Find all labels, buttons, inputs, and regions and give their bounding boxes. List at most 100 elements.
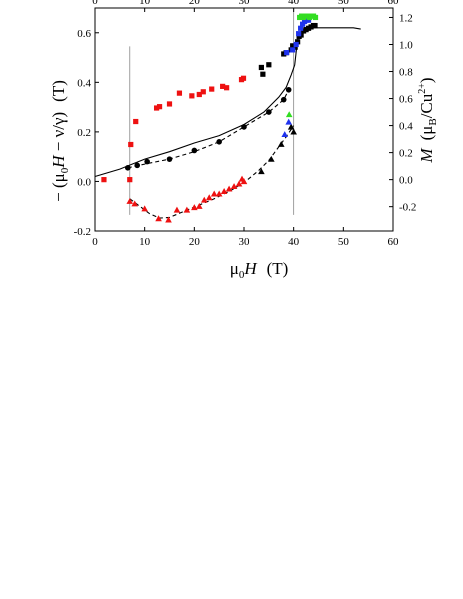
x-axis-label-unit: (T) <box>267 259 289 278</box>
top-tick-label: 10 <box>139 0 151 7</box>
solid-magnetization-line <box>94 27 361 178</box>
square-marker <box>200 89 206 95</box>
x-tick-label: 30 <box>239 236 251 248</box>
circle-marker <box>280 96 287 103</box>
square-marker <box>220 83 226 89</box>
square-marker <box>133 118 139 125</box>
right-y-axis-label-open: (μ <box>417 126 436 141</box>
triangle-marker <box>235 180 243 187</box>
right-y-axis-label-sup: 2+ <box>417 83 428 94</box>
circle-marker <box>191 147 198 154</box>
triangle-marker <box>290 128 297 135</box>
x-tick-label: 40 <box>288 236 300 248</box>
square-marker <box>298 25 304 31</box>
y-tick-label: 0.0 <box>77 176 91 188</box>
square-marker <box>156 104 163 110</box>
triangle-marker <box>215 190 223 197</box>
square-marker <box>258 64 264 71</box>
circle-marker <box>285 86 292 93</box>
x-axis-label-mu: μ <box>230 259 239 278</box>
y-tick-label: -0.2 <box>74 226 91 238</box>
right-y-axis-label-cu: /Cu <box>417 93 436 118</box>
triangle-marker <box>173 206 181 213</box>
square-marker <box>196 91 202 98</box>
triangle-marker <box>141 205 148 212</box>
left-y-axis-label-h: H <box>49 154 68 169</box>
triangle-marker <box>281 131 289 138</box>
square-marker <box>101 177 107 183</box>
square-marker <box>312 22 318 29</box>
x-tick-label: 50 <box>338 236 350 248</box>
top-tick-label: 60 <box>388 0 400 7</box>
top-tick-label: 20 <box>189 0 201 7</box>
y2-tick-label: 0.2 <box>399 148 413 160</box>
circle-marker <box>216 139 222 145</box>
triangle-marker <box>183 206 191 213</box>
x-tick-label: 0 <box>92 236 98 248</box>
square-marker <box>292 44 298 50</box>
series-lines-layer <box>94 8 361 219</box>
circle-marker <box>266 109 272 115</box>
triangle-marker <box>210 190 218 197</box>
y2-tick-label: 0.8 <box>399 67 413 79</box>
dashed-fit-line <box>129 125 295 219</box>
triangle-marker <box>277 140 285 147</box>
square-marker <box>296 31 302 37</box>
square-marker <box>295 39 301 45</box>
triangle-marker <box>196 202 203 209</box>
square-marker <box>128 141 134 148</box>
y2-tick-label: 0.0 <box>399 175 413 187</box>
square-marker <box>260 71 266 77</box>
left-y-axis-label: − (μ0H − ν/γ) (T) <box>49 80 71 202</box>
square-marker <box>266 62 272 68</box>
triangle-marker <box>225 185 233 192</box>
square-marker <box>305 17 312 23</box>
triangle-marker <box>240 178 248 185</box>
triangle-marker <box>205 194 213 201</box>
triangle-marker <box>165 216 172 223</box>
triangle-marker <box>126 197 134 204</box>
left-y-axis-label-a: − (μ <box>49 173 68 202</box>
triangle-marker <box>285 111 293 118</box>
triangle-marker <box>200 196 208 203</box>
x-axis-label-sub: 0 <box>239 269 245 281</box>
x-tick-label: 60 <box>388 236 400 248</box>
y2-tick-label: 0.6 <box>399 94 413 106</box>
square-marker <box>209 86 215 92</box>
circle-marker <box>124 165 131 171</box>
square-marker <box>176 90 183 96</box>
right-y-axis-label: M (μB/Cu2+) <box>417 77 439 163</box>
y-tick-label: 0.6 <box>77 28 91 40</box>
right-y-axis-label-m: M <box>417 148 436 164</box>
x-tick-label: 20 <box>189 236 201 248</box>
y-tick-label: 0.4 <box>77 77 91 89</box>
plot-frame <box>94 7 394 232</box>
square-marker <box>189 93 195 99</box>
square-marker <box>127 177 133 183</box>
x-tick-label: 10 <box>139 236 151 248</box>
top-tick-label: 0 <box>92 0 98 7</box>
triangle-marker <box>258 168 265 175</box>
triangle-marker <box>230 183 238 190</box>
square-marker <box>312 14 319 21</box>
triangle-marker <box>287 123 295 130</box>
triangle-marker <box>131 200 139 207</box>
triangle-marker <box>155 215 162 222</box>
top-tick-label: 40 <box>288 0 300 7</box>
left-y-axis-label-sub: 0 <box>59 167 71 173</box>
square-marker <box>153 105 160 111</box>
circle-marker <box>134 162 141 169</box>
y2-tick-label: 0.4 <box>399 121 413 133</box>
top-tick-label: 30 <box>239 0 251 7</box>
data-points-layer <box>101 13 319 223</box>
square-marker <box>293 41 299 48</box>
square-marker <box>284 50 290 56</box>
square-marker <box>290 47 296 53</box>
left-y-axis-label-b: − ν/γ) <box>49 112 68 156</box>
triangle-marker <box>220 188 228 194</box>
square-marker <box>224 85 230 91</box>
axes-layer: 0 10 20 30 40 50 60 0 10 20 30 40 50 60 -0.2 0.0 0.2 0.4 0… <box>74 0 417 248</box>
left-y-axis-label-unit: (T) <box>49 80 68 102</box>
y2-tick-label: -0.2 <box>399 202 416 214</box>
